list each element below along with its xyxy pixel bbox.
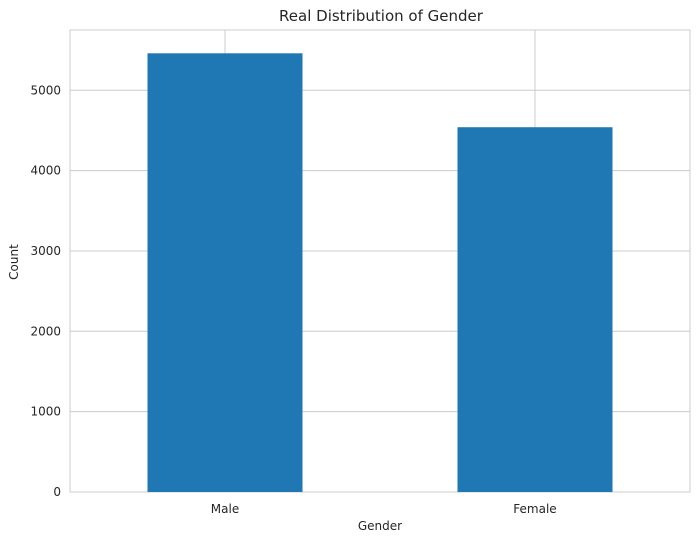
- y-tick-label: 5000: [30, 83, 61, 97]
- x-tick-label: Male: [211, 502, 239, 516]
- bars: [147, 53, 613, 492]
- bar-male: [147, 53, 303, 492]
- y-tick-label: 2000: [30, 324, 61, 338]
- x-axis-ticks: Male Female: [211, 502, 557, 516]
- chart-title: Real Distribution of Gender: [279, 7, 484, 25]
- y-axis-ticks: 0 1000 2000 3000 4000 5000: [30, 83, 61, 499]
- y-axis-label: Count: [7, 244, 21, 280]
- bar-female: [457, 127, 613, 492]
- x-tick-label: Female: [513, 502, 556, 516]
- y-tick-label: 4000: [30, 164, 61, 178]
- y-tick-label: 1000: [30, 405, 61, 419]
- y-tick-label: 3000: [30, 244, 61, 258]
- y-tick-label: 0: [53, 485, 61, 499]
- x-axis-label: Gender: [358, 519, 402, 533]
